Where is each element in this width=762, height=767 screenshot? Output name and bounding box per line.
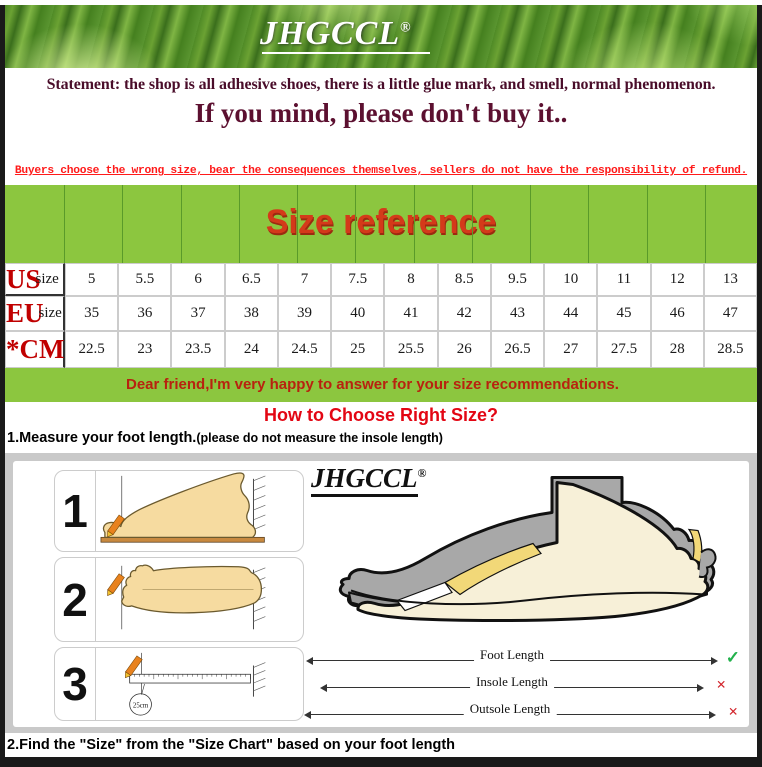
svg-text:25cm: 25cm [133,702,149,709]
